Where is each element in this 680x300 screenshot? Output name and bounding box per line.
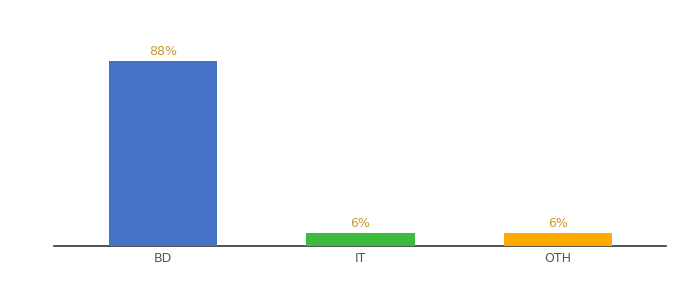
Bar [306, 233, 415, 246]
Text: 88%: 88% [149, 45, 177, 58]
Bar [109, 61, 218, 246]
Text: 6%: 6% [350, 217, 371, 230]
Text: 6%: 6% [548, 217, 568, 230]
Bar [503, 233, 612, 246]
